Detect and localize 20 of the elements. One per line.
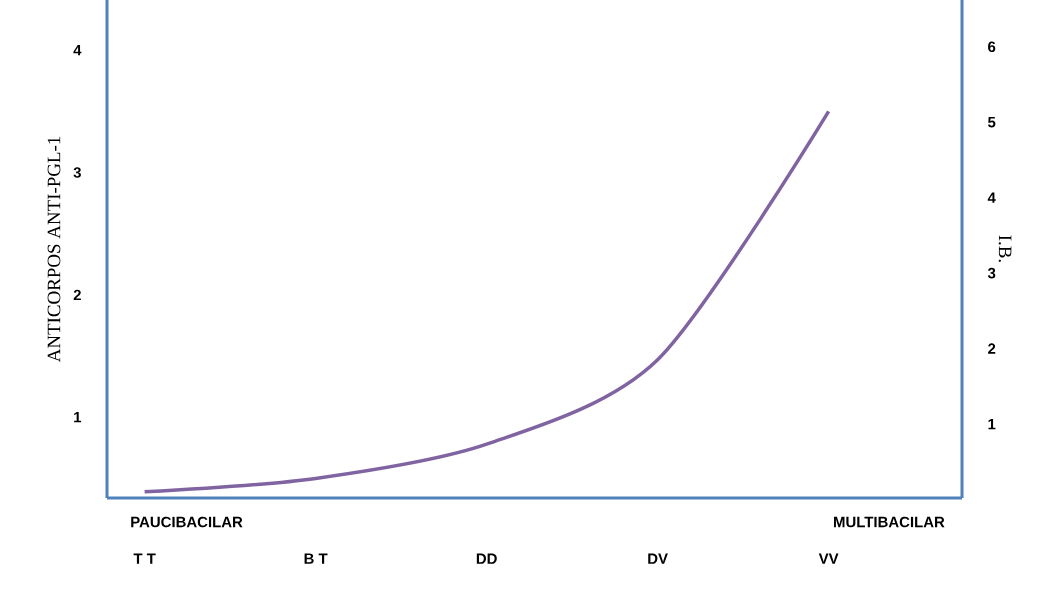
x-tick-label: VV — [818, 553, 839, 564]
y2-axis-title: I.B. — [998, 235, 1012, 262]
y-tick-label: 4 — [73, 45, 82, 56]
y2-tick-label: 4 — [987, 192, 996, 203]
y2-tick-label: 6 — [988, 41, 996, 53]
y-tick-label: 2 — [73, 289, 81, 301]
x-tick-label: B T — [304, 553, 328, 564]
y-tick-label: 3 — [73, 167, 81, 178]
x-tick-label: DV — [648, 553, 668, 564]
y-tick-label: 1 — [74, 412, 82, 423]
y2-tick-label: 1 — [988, 418, 996, 430]
y2-tick-label: 3 — [987, 267, 996, 279]
text: MULTIBACILAR — [834, 516, 945, 528]
line-series — [142, 109, 831, 494]
y2-tick-label: 5 — [987, 117, 996, 128]
y-axis-title: ANTICORPOS ANTI-PGL-1 — [47, 136, 61, 363]
y2-tick-label: 2 — [988, 343, 996, 354]
text: PAUCIBACILAR — [131, 516, 243, 528]
x-tick-label: DD — [476, 553, 497, 564]
x-tick-label: T T — [133, 553, 156, 564]
